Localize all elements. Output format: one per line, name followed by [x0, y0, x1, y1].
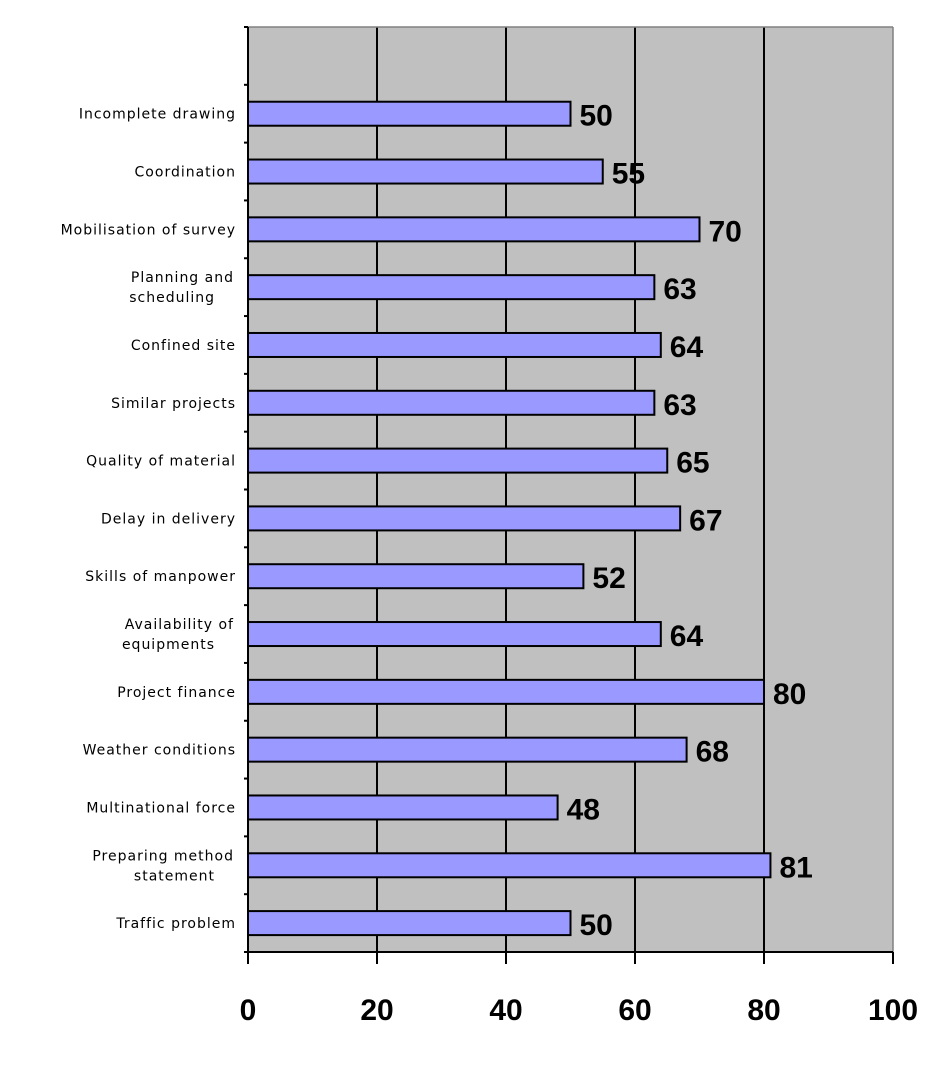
x-tick-label: 100: [868, 994, 918, 1027]
bar: [247, 216, 701, 243]
data-label: 63: [663, 389, 696, 422]
bar: [247, 158, 604, 185]
x-tick-label: 60: [618, 994, 651, 1027]
category-label: Quality of material: [86, 454, 236, 470]
data-label: 68: [696, 736, 729, 769]
x-tick-label: 20: [360, 994, 393, 1027]
category-label: Preparing method statement: [92, 848, 234, 884]
bar: [247, 736, 688, 763]
category-label: Confined site: [131, 338, 236, 354]
data-label: 64: [670, 331, 704, 364]
bar: [247, 910, 572, 937]
bar: [247, 505, 682, 532]
data-label: 63: [663, 273, 696, 306]
category-label: Incomplete drawing: [79, 107, 236, 123]
data-label: 52: [592, 562, 625, 595]
data-label: 48: [567, 793, 600, 826]
data-label: 64: [670, 620, 704, 653]
data-label: 55: [612, 158, 645, 191]
data-label: 50: [580, 100, 613, 133]
bar: [247, 563, 585, 590]
bar: [247, 794, 559, 821]
data-label: 50: [580, 909, 613, 942]
category-label: Project finance: [117, 685, 236, 701]
category-label: Planning and scheduling: [129, 270, 234, 306]
bar: [247, 852, 772, 879]
category-label: Skills of manpower: [85, 569, 236, 585]
x-tick-label: 80: [747, 994, 780, 1027]
bar: [247, 678, 765, 705]
x-tick-label: 0: [240, 994, 257, 1027]
bar: [247, 447, 669, 474]
category-label: Traffic problem: [115, 916, 236, 932]
bar: [247, 274, 656, 301]
data-label: 65: [676, 447, 709, 480]
category-label: Similar projects: [111, 396, 236, 412]
bar: [247, 331, 662, 358]
category-label: Availability of equipments: [122, 617, 234, 653]
bar: [247, 621, 662, 648]
category-label: Delay in delivery: [101, 511, 236, 527]
bar: [247, 389, 656, 416]
category-label: Weather conditions: [83, 743, 236, 759]
data-label: 81: [779, 851, 812, 884]
category-label: Mobilisation of survey: [61, 222, 236, 238]
x-tick-label: 40: [489, 994, 522, 1027]
data-label: 80: [773, 678, 806, 711]
bar: [247, 100, 572, 127]
category-label: Multinational force: [86, 800, 236, 816]
data-label: 70: [709, 215, 742, 248]
data-label: 67: [689, 504, 722, 537]
category-label: Coordination: [135, 165, 236, 181]
